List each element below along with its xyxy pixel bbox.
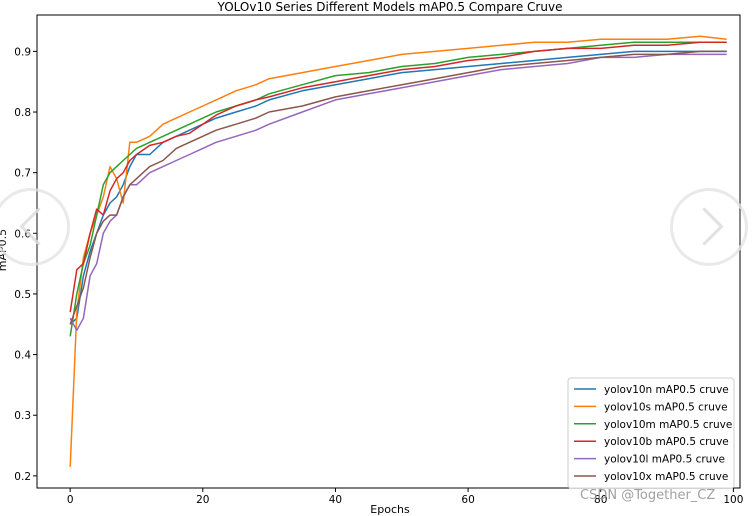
x-tick-label: 0: [67, 494, 74, 506]
series-line-5: [69, 50, 727, 325]
x-tick-label: 20: [196, 494, 209, 506]
y-tick-label: 0.3: [14, 410, 31, 422]
chevron-left-icon: [19, 207, 58, 246]
next-image-button[interactable]: [670, 188, 748, 266]
legend-box: [567, 377, 735, 489]
series-line-0: [69, 50, 727, 325]
legend-label-5: yolov10x mAP0.5 cruve: [604, 471, 728, 483]
legend-label-2: yolov10m mAP0.5 cruve: [604, 419, 732, 431]
chart-title: YOLOv10 Series Different Models mAP0.5 C…: [217, 0, 563, 14]
y-tick-label: 0.8: [14, 107, 31, 119]
x-tick-label: 40: [329, 494, 342, 506]
y-tick-label: 0.4: [14, 350, 31, 362]
legend-label-0: yolov10n mAP0.5 cruve: [604, 384, 729, 396]
chevron-right-icon: [685, 207, 724, 246]
x-tick-label: 80: [594, 494, 607, 506]
y-tick-label: 0.7: [14, 168, 31, 180]
series-line-3: [69, 41, 727, 313]
x-tick-label: 60: [461, 494, 474, 506]
legend-label-4: yolov10l mAP0.5 cruve: [604, 454, 725, 466]
series-line-2: [69, 41, 727, 337]
series-line-4: [69, 53, 727, 332]
x-axis-label: Epochs: [370, 503, 410, 516]
series-line-1: [69, 35, 727, 467]
legend-label-1: yolov10s mAP0.5 cruve: [604, 401, 728, 413]
y-tick-label: 0.2: [14, 471, 31, 483]
legend-label-3: yolov10b mAP0.5 cruve: [604, 436, 729, 448]
x-tick-label: 100: [723, 494, 743, 506]
prev-image-button[interactable]: [0, 188, 70, 266]
y-tick-label: 0.5: [14, 289, 31, 301]
watermark: CSDN @Together_CZ: [580, 488, 716, 503]
y-tick-label: 0.9: [14, 46, 31, 58]
